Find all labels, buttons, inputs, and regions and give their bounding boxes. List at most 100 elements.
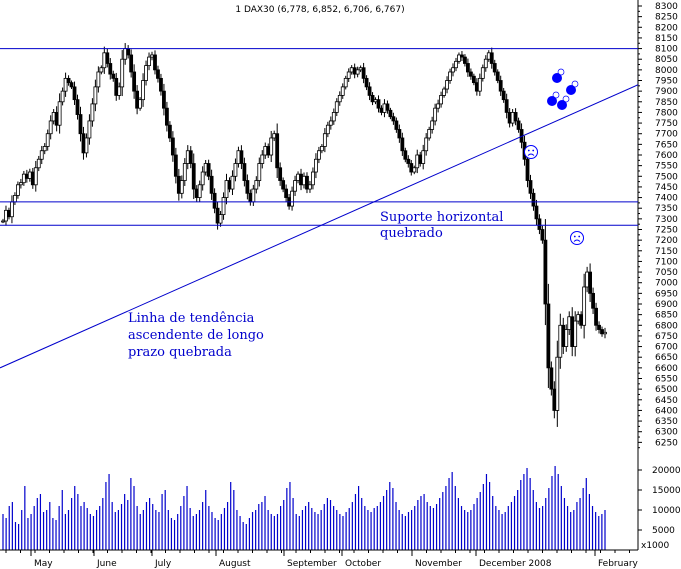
candle-body: [284, 188, 289, 198]
y-tick-label: 7850: [655, 98, 678, 108]
candle-body: [546, 303, 551, 369]
month-label: May: [34, 559, 53, 569]
candle-body: [75, 99, 80, 115]
candle-body: [33, 167, 38, 186]
y-tick-label: 7900: [655, 87, 678, 97]
candle-body: [7, 209, 11, 218]
candle-body: [534, 205, 539, 220]
candle-body: [483, 58, 488, 69]
y-tick-label: 6700: [655, 343, 678, 353]
y-tick-label: 6300: [655, 428, 678, 438]
candle-body: [555, 356, 560, 411]
candle-body: [442, 88, 446, 96]
candle-body: [224, 180, 229, 198]
candle-body: [209, 175, 214, 194]
candle-body: [245, 180, 250, 194]
candle-body: [21, 173, 26, 184]
candle-body: [99, 67, 104, 73]
candle-body: [108, 63, 113, 75]
sad-face-icon: [570, 231, 584, 245]
candle-body: [495, 71, 500, 81]
candle-body: [4, 209, 8, 222]
candle-body: [173, 154, 178, 177]
candle-body: [281, 180, 286, 190]
month-label: October: [345, 559, 381, 569]
y-tick-label: 6450: [655, 396, 678, 406]
candle-body: [165, 107, 169, 126]
candle-body: [325, 124, 330, 135]
candle-body: [468, 71, 473, 77]
candle-body: [379, 107, 384, 113]
candle-body: [114, 77, 119, 96]
blue-marker-icon: [557, 100, 567, 110]
candle-body: [230, 175, 235, 190]
candle-body: [132, 71, 137, 92]
candle-body: [254, 180, 259, 190]
candle-body: [236, 150, 241, 164]
candle-body: [60, 90, 65, 103]
candle-body: [388, 109, 393, 118]
candle-body: [197, 184, 202, 198]
candle-body: [212, 192, 217, 209]
y-tick-label: 8150: [655, 34, 678, 44]
y-tick-label: 7700: [655, 130, 678, 140]
candle-body: [579, 314, 584, 326]
month-label: December 2008: [479, 559, 552, 569]
candle-body: [525, 158, 530, 181]
candle-body: [591, 292, 595, 309]
candle-body: [51, 112, 56, 122]
y-tick-label: 8100: [655, 45, 678, 55]
candle-body: [206, 163, 211, 177]
chart-title: 1 DAX30 (6,778, 6,852, 6,706, 6,767): [235, 5, 404, 15]
marker-tail-icon: [557, 68, 565, 76]
candle-body: [537, 218, 542, 230]
candle-body: [170, 137, 175, 156]
candle-body: [322, 133, 327, 147]
candle-body: [221, 197, 226, 215]
candle-body: [331, 112, 336, 122]
y-tick-label: 7350: [655, 204, 678, 214]
candle-body: [66, 77, 71, 84]
candle-body: [48, 120, 53, 135]
candle-body: [406, 158, 411, 164]
y-tick-label: 8200: [655, 23, 678, 33]
marker-tail-icon: [552, 91, 560, 99]
sad-face-mouth: [573, 239, 581, 242]
month-label: September: [287, 559, 337, 569]
candle-body: [42, 146, 47, 152]
candle-body: [343, 77, 348, 88]
candle-body: [501, 90, 506, 101]
candle-body: [471, 75, 476, 84]
candle-body: [543, 239, 548, 305]
y-tick-label: 6500: [655, 385, 678, 395]
candle-body: [570, 316, 575, 347]
y-tick-label: 6950: [655, 289, 678, 299]
candle-body: [138, 99, 142, 109]
sad-face-eye: [573, 235, 576, 238]
candle-body: [16, 184, 20, 196]
candle-body: [1, 220, 5, 223]
candle-body: [561, 324, 566, 347]
volume-tick-label: 15000: [652, 486, 681, 496]
candle-body: [421, 150, 426, 164]
candle-body: [81, 133, 86, 154]
y-tick-label: 6250: [655, 438, 678, 448]
candle-body: [275, 133, 280, 169]
y-tick-label: 7650: [655, 140, 678, 150]
candle-body: [305, 175, 309, 190]
trend-line: [0, 84, 639, 369]
month-label: February: [598, 559, 639, 569]
y-axis: 8300825082008150810080508000795079007850…: [637, 0, 678, 550]
candle-body: [179, 180, 184, 194]
candle-body: [194, 188, 199, 198]
annotation-icons: [524, 68, 584, 245]
y-tick-label: 8250: [655, 13, 678, 23]
y-tick-label: 8300: [655, 2, 678, 12]
candle-body: [597, 324, 601, 330]
candle-body: [27, 171, 32, 179]
volume-axis: 20000 15000 10000 5000 x1000: [638, 466, 681, 551]
candle-body: [400, 137, 405, 152]
candle-body: [227, 180, 232, 190]
y-tick-label: 7500: [655, 172, 678, 182]
candle-body: [129, 54, 134, 73]
